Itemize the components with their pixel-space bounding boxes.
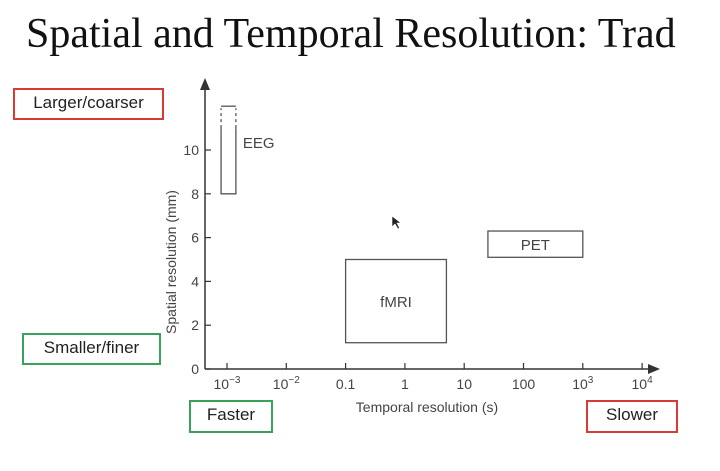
x-axis-arrow: [648, 364, 660, 374]
y-tick-label: 10: [183, 142, 199, 158]
callout-larger-coarser: Larger/coarser: [13, 88, 164, 120]
region-eeg-dashed-extension: [220, 108, 237, 129]
region-label-eeg: EEG: [243, 135, 275, 152]
region-label-fmri: fMRI: [380, 294, 412, 311]
y-tick-label: 6: [191, 230, 199, 246]
y-tick-label: 2: [191, 317, 199, 333]
y-axis-arrow: [200, 78, 210, 90]
slide-title: Spatial and Temporal Resolution: Trad: [26, 11, 676, 57]
x-tick-label: 10−2: [273, 375, 300, 392]
region-pet: [487, 230, 584, 258]
y-tick-label: 0: [191, 361, 199, 377]
region-fmri: [344, 258, 448, 344]
x-tick-label: 10: [456, 376, 472, 392]
x-tick-label: 104: [632, 375, 654, 392]
region-label-pet: PET: [521, 237, 550, 254]
callout-smaller-finer: Smaller/finer: [22, 333, 161, 365]
chart-axes: [200, 78, 660, 374]
y-tick-label: 8: [191, 186, 199, 202]
y-tick-label: 4: [191, 273, 199, 289]
x-tick-label: 10−3: [214, 375, 241, 392]
y-axis-title: Spatial resolution (mm): [163, 190, 179, 334]
x-tick-label: 0.1: [336, 376, 356, 392]
callout-slower: Slower: [586, 400, 678, 433]
mouse-cursor-icon: [391, 215, 402, 230]
x-axis-title: Temporal resolution (s): [356, 399, 498, 415]
x-tick-label: 1: [401, 376, 409, 392]
region-eeg: [220, 128, 237, 195]
x-tick-label: 103: [572, 375, 594, 392]
callout-faster: Faster: [189, 400, 273, 433]
x-tick-label: 100: [512, 376, 536, 392]
